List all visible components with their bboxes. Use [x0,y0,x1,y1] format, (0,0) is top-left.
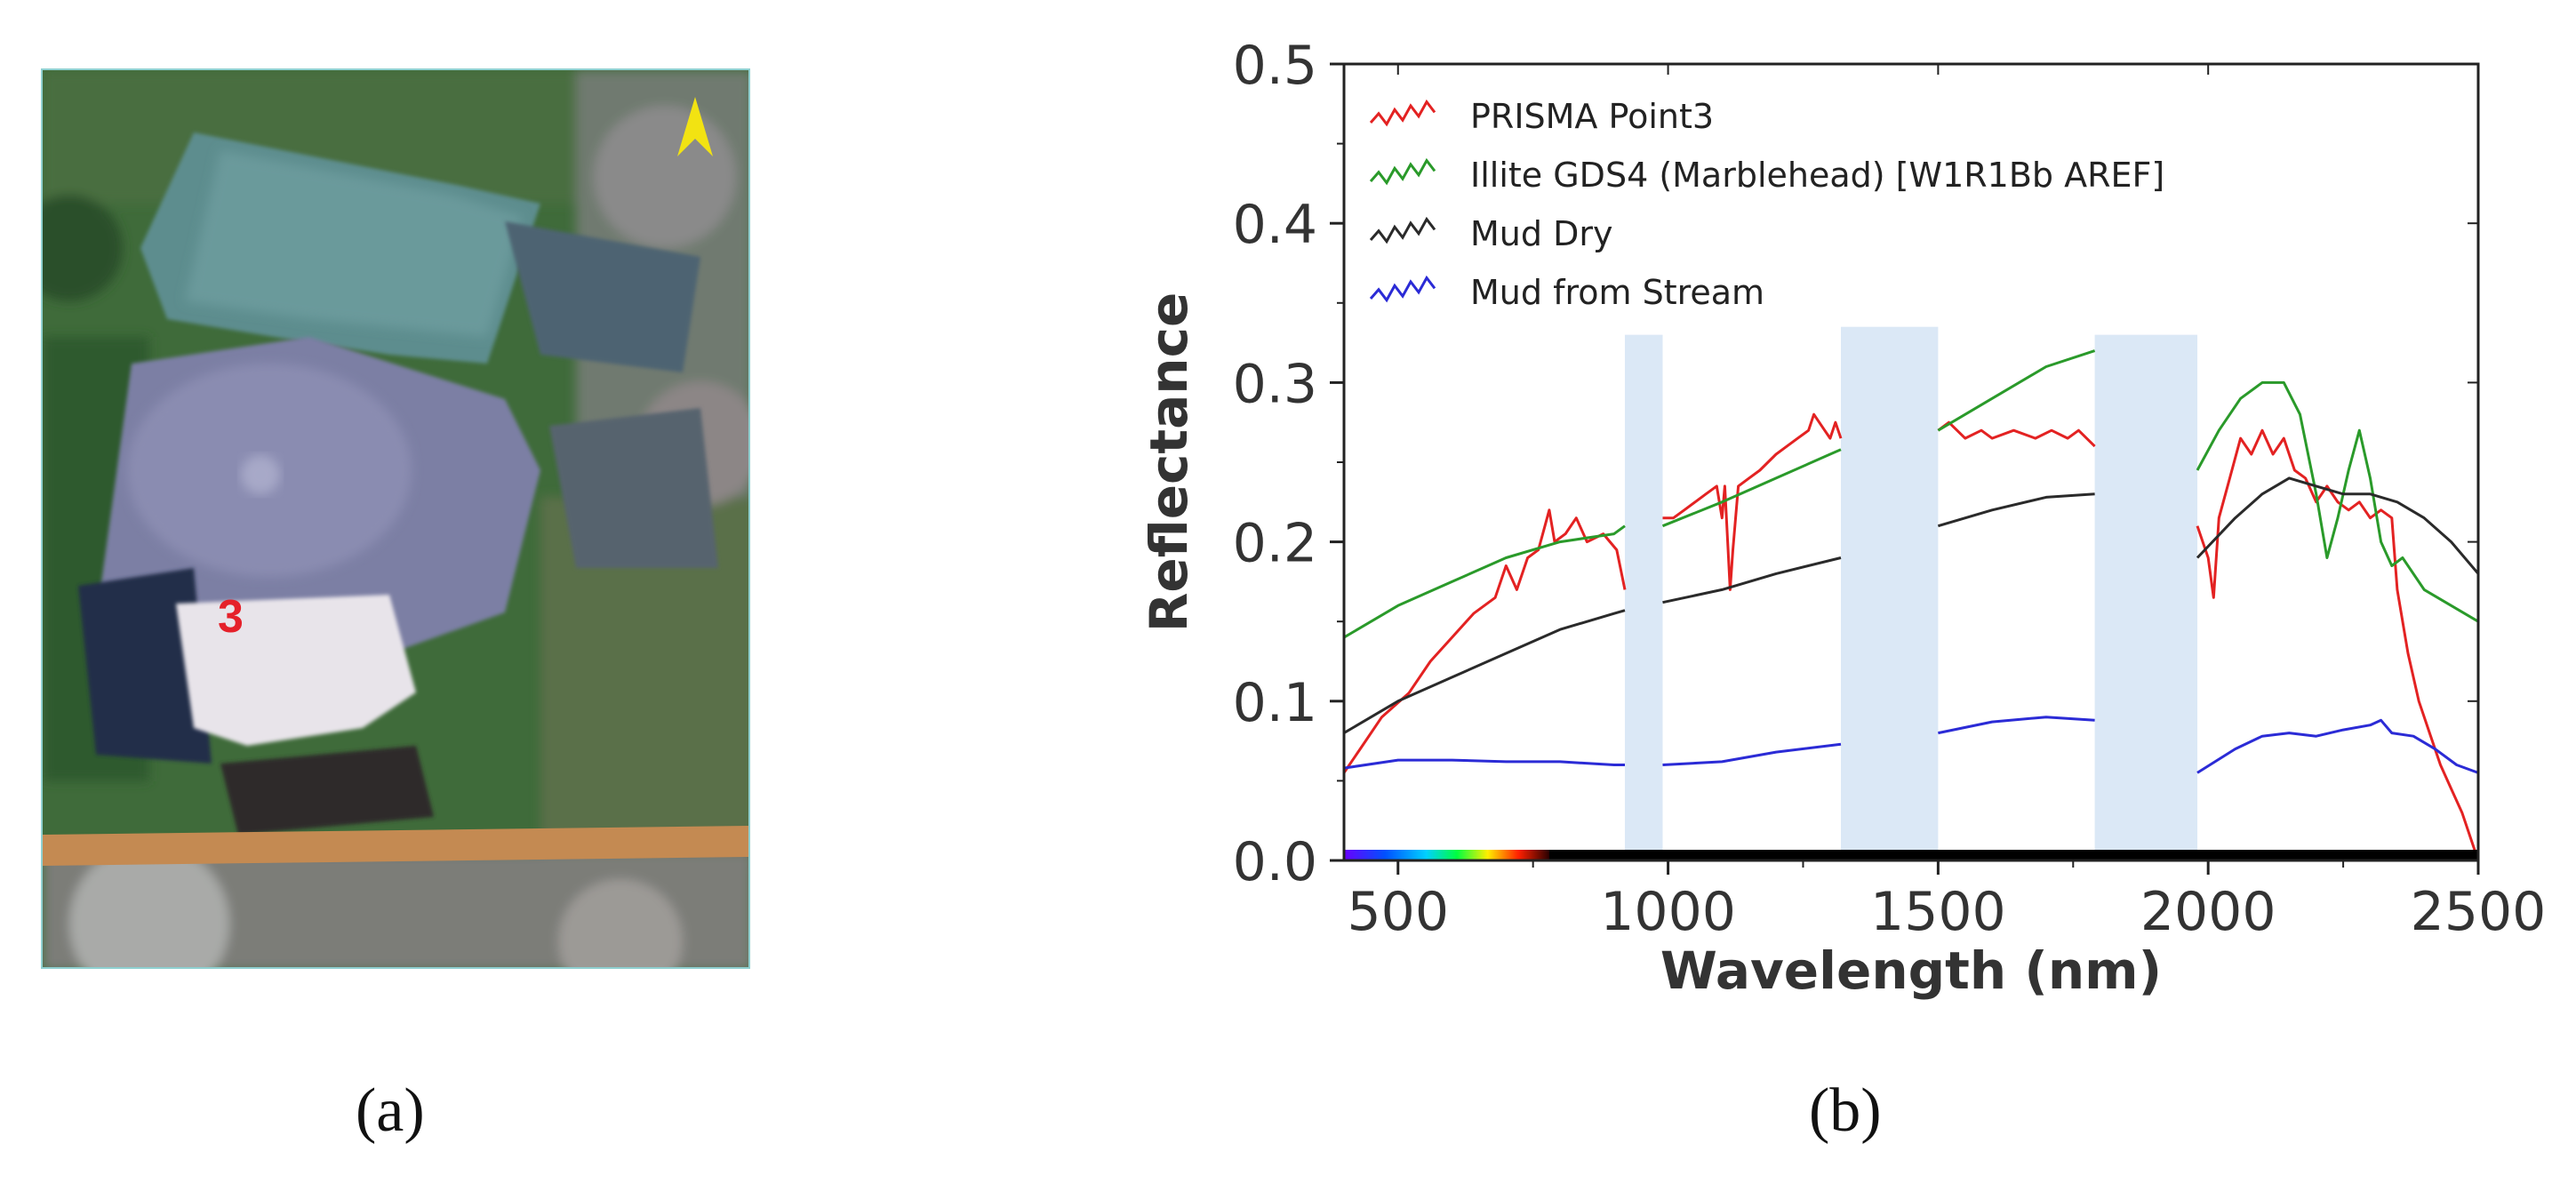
y-tick-label-2: 0.2 [1233,513,1317,575]
series-line-0-segment-1 [1662,412,1843,591]
x-tick-label-2: 1500 [1870,881,2006,943]
series-line-0-segment-0 [1342,508,1627,774]
spectrum-bar-visible [1344,850,1549,860]
y-tick-label-1: 0.1 [1233,672,1317,734]
y-tick-label-4: 0.4 [1233,194,1317,256]
legend-label-2: Mud Dry [1470,214,1612,253]
series-line-2-segment-2 [1937,492,2095,528]
series-line-3-segment-3 [2196,718,2479,774]
series-line-3-segment-2 [1938,716,2095,735]
y-axis-label: Reflectance [1139,292,1199,633]
spectrum-bar-base [1344,850,2478,860]
series-line-2-segment-3 [2196,476,2480,575]
series-line-2-segment-1 [1662,556,1842,604]
reflectance-chart: 0.0 0.1 0.2 0.3 0.4 0.5 500 1000 1500 2000 2500 Wav… [1139,35,2547,1001]
series-line-0-segment-2 [1937,420,2096,448]
legend-label-1: Illite GDS4 (Marblehead) [W1R1Bb AREF] [1470,156,2164,195]
legend-swatch-2 [1369,216,1436,244]
north-arrow-icon [677,97,713,156]
panel-b-caption: (b) [1809,1076,1882,1145]
x-axis-label: Wavelength (nm) [1660,940,2162,1001]
panel-a-caption: (a) [356,1076,425,1145]
x-tick-label-3: 2000 [2140,881,2276,943]
legend-swatch-0 [1369,99,1436,127]
masked-band-2 [2094,334,2198,860]
series-line-0-segment-3 [2196,428,2480,861]
series-line-3-segment-0 [1343,758,1625,770]
series-line-2-segment-0 [1343,609,1626,734]
satellite-image [43,70,748,967]
x-tick-label-0: 500 [1347,881,1449,943]
series-line-3-segment-1 [1662,742,1842,766]
y-tick-label-0: 0.0 [1233,831,1317,893]
masked-band-1 [1841,326,1939,860]
x-tick-label-4: 2500 [2411,881,2547,943]
legend-label-0: PRISMA Point3 [1470,97,1714,136]
y-tick-label-5: 0.5 [1233,35,1317,97]
masked-band-0 [1624,334,1663,860]
satellite-image-panel: 3 [41,68,750,969]
series-line-1-segment-2 [1937,349,2096,432]
point-3-label: 3 [218,591,244,643]
legend-swatch-3 [1369,275,1436,303]
legend-swatch-1 [1369,157,1436,186]
series-line-1-segment-0 [1343,524,1626,639]
y-tick-label-3: 0.3 [1233,353,1317,415]
series-line-1-segment-1 [1661,448,1842,528]
legend-label-3: Mud from Stream [1470,273,1764,312]
x-tick-label-1: 1000 [1600,881,1736,943]
